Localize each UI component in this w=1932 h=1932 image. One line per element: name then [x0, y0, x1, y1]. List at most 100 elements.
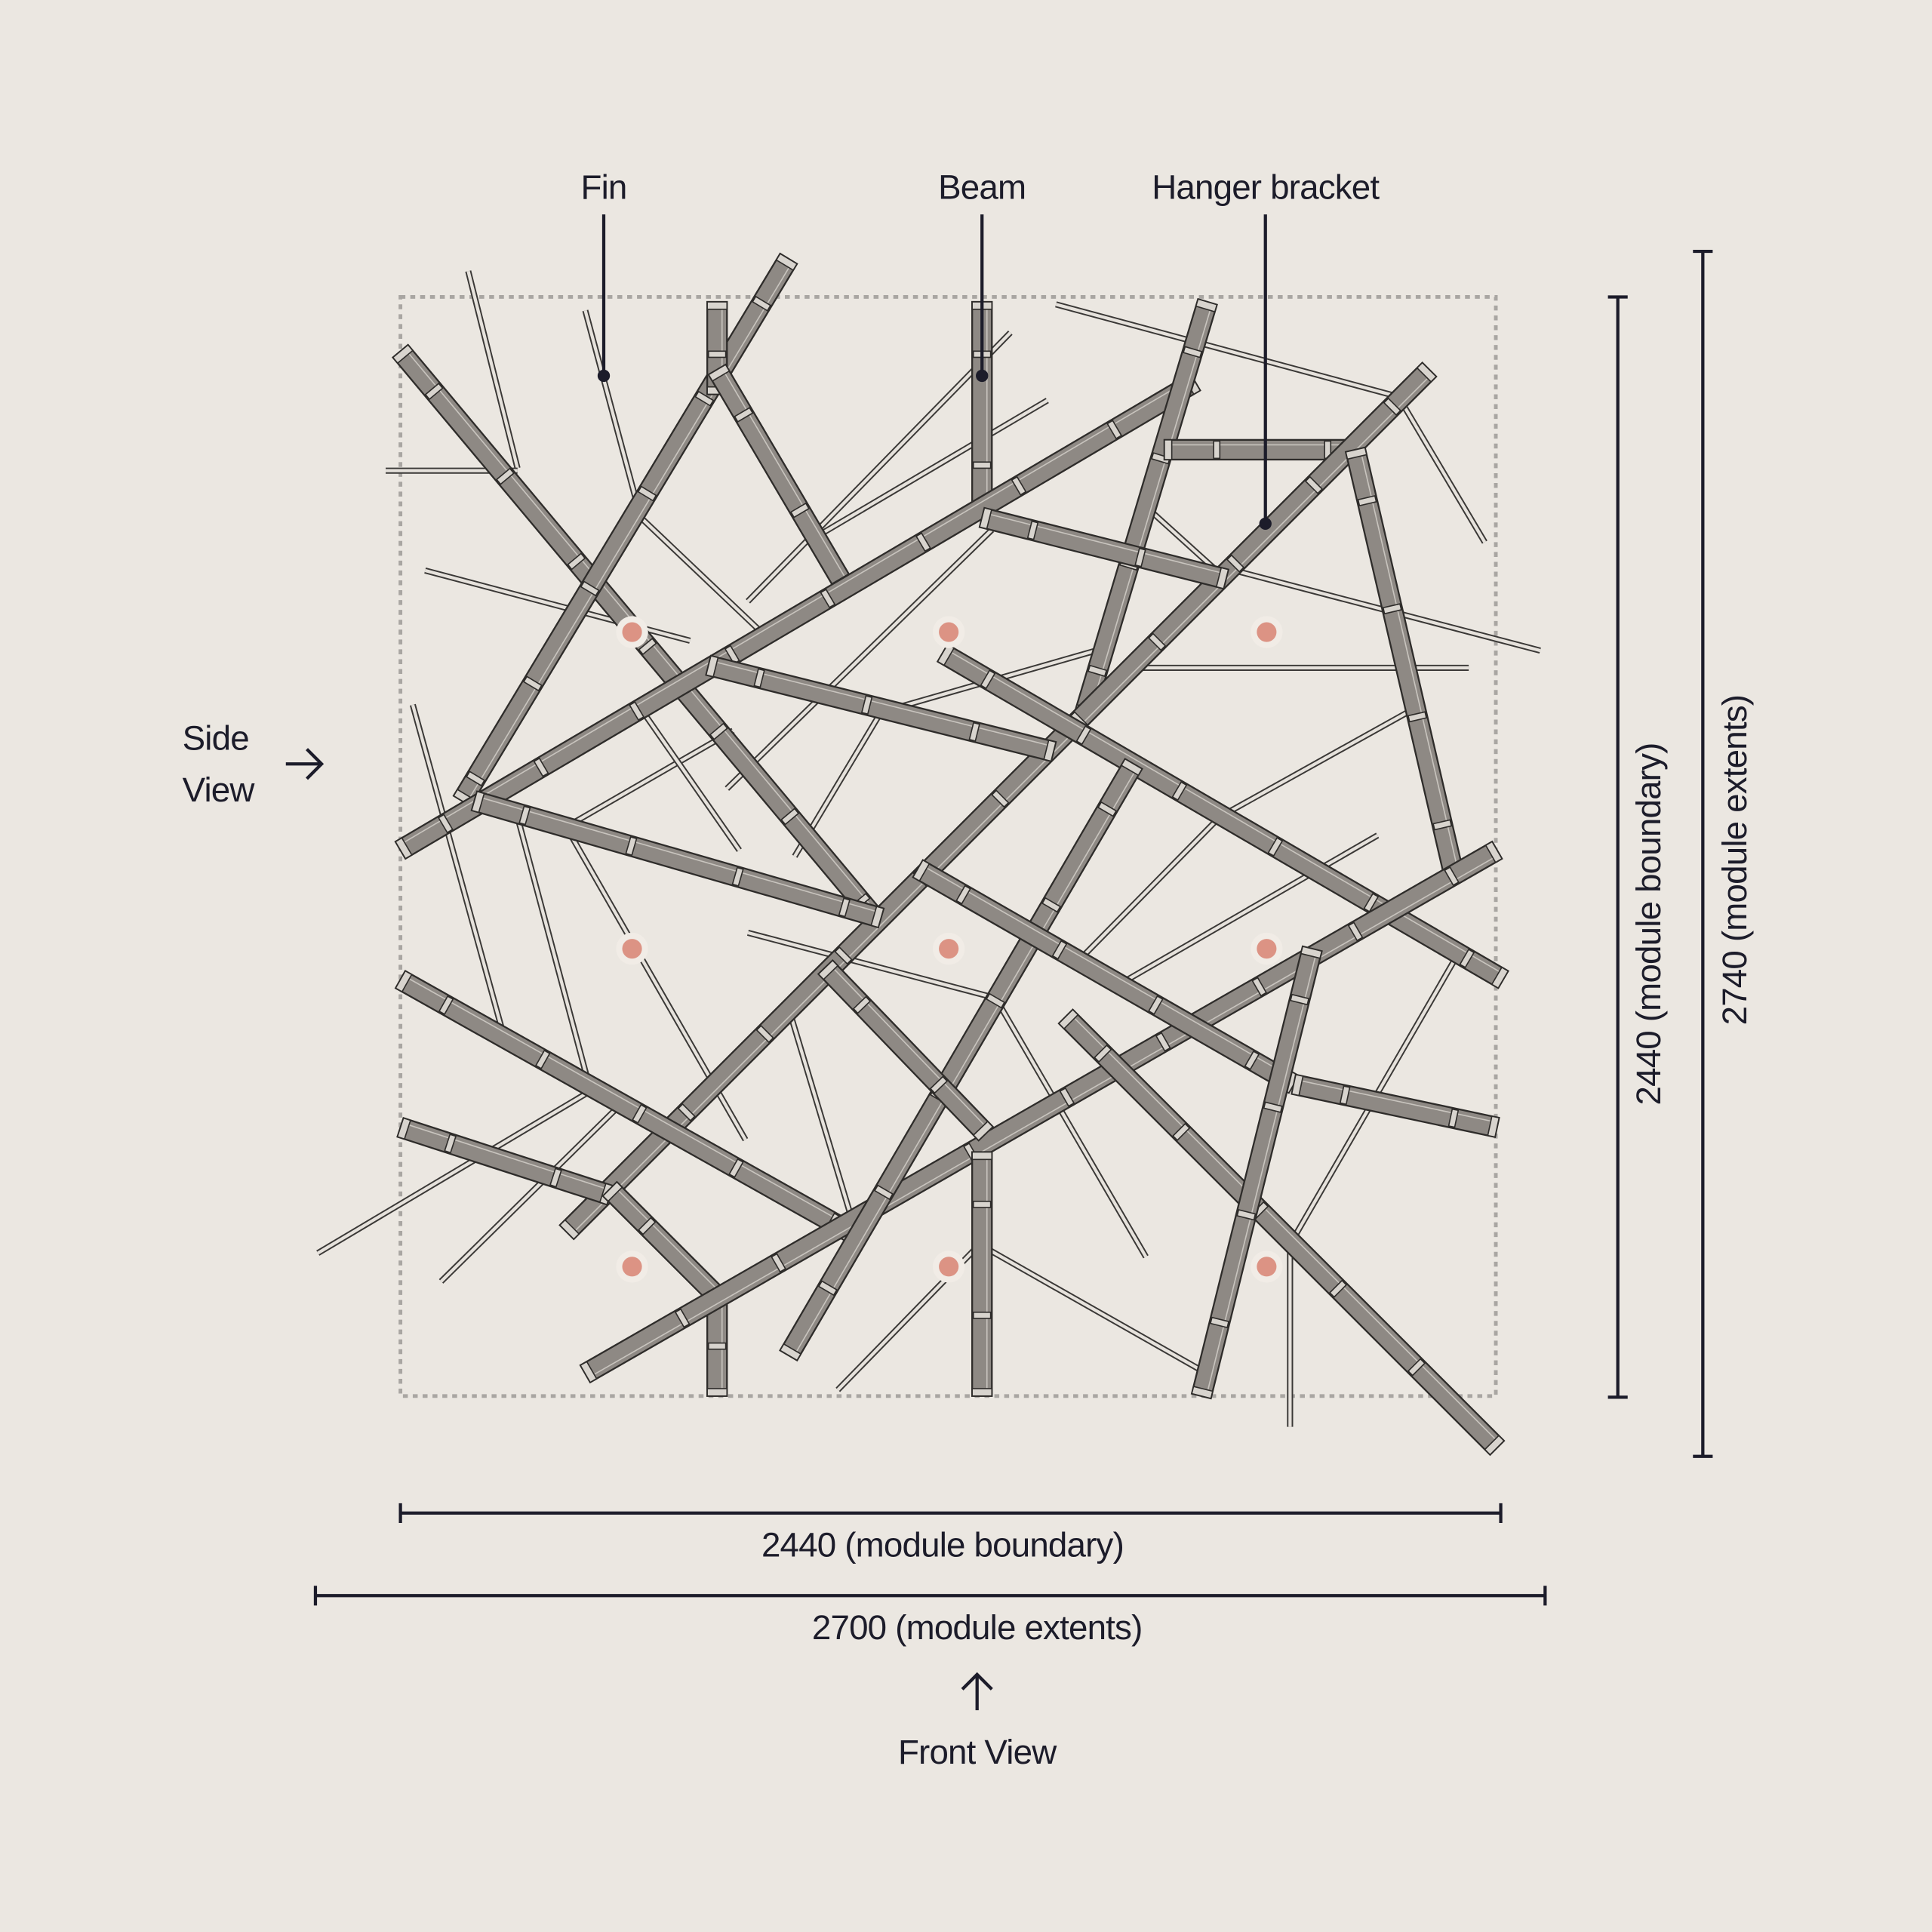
- beam-joint: [1383, 397, 1401, 416]
- beam-joint: [852, 995, 872, 1014]
- beam-joint: [1172, 1122, 1191, 1142]
- front-view-arrow: [961, 1672, 993, 1711]
- beam-end: [1484, 1435, 1506, 1456]
- beam-end: [1164, 439, 1173, 460]
- beam-joint: [860, 695, 873, 715]
- hanger-bracket: [939, 1257, 959, 1277]
- beam-edge: [1294, 1078, 1499, 1124]
- beam-joint: [838, 897, 851, 918]
- beam-joint: [444, 1134, 457, 1154]
- beam-end: [396, 1117, 411, 1140]
- beam-joint: [466, 771, 486, 787]
- beam-joint: [968, 721, 980, 742]
- dimension-label: 2740 (module extents): [1715, 695, 1754, 1026]
- dimension-line: [1693, 249, 1713, 1458]
- beam-joint: [567, 552, 586, 571]
- beam-joint: [694, 390, 715, 407]
- fin: [639, 707, 741, 851]
- fin: [563, 729, 734, 829]
- beam: [706, 300, 728, 395]
- beam-joint: [1148, 995, 1164, 1015]
- beam-end: [912, 859, 931, 882]
- beam-joint: [1459, 948, 1475, 969]
- beam-end: [1484, 841, 1503, 863]
- beam-joint: [674, 1308, 691, 1328]
- fin: [439, 1107, 617, 1283]
- callout-dot: [1259, 517, 1272, 531]
- beam-body: [971, 1151, 993, 1397]
- beam-joint: [728, 1158, 744, 1178]
- hanger-bracket: [939, 939, 959, 959]
- beam-joint: [771, 1253, 786, 1273]
- beam-joint: [629, 701, 645, 721]
- hanger-brackets: [616, 616, 1283, 1283]
- beam-joint: [1347, 921, 1364, 942]
- beam: [1057, 1008, 1506, 1457]
- beam-joint: [1094, 1044, 1112, 1063]
- fin: [1079, 815, 1221, 960]
- beam-joint: [972, 1201, 992, 1208]
- beam-joint: [1328, 1279, 1348, 1298]
- beam-end: [775, 252, 798, 272]
- fin: [466, 270, 519, 469]
- beam-joint: [437, 814, 454, 834]
- fin: [994, 997, 1148, 1258]
- beam-joint: [625, 835, 638, 857]
- beam-joint: [915, 532, 931, 552]
- beam-end: [971, 1388, 993, 1397]
- beam-end: [972, 1120, 994, 1142]
- beam-joint: [518, 805, 531, 826]
- beam-joint: [1444, 866, 1460, 887]
- beam-end: [601, 1181, 623, 1202]
- hanger-bracket: [622, 622, 642, 642]
- beam-joint: [1097, 801, 1118, 817]
- beam-joint: [1363, 892, 1380, 913]
- beam-joint: [1059, 1087, 1075, 1107]
- beam-joint: [709, 722, 728, 740]
- beam-joint: [1226, 554, 1245, 573]
- beam-end: [817, 959, 839, 980]
- beam: [1291, 1073, 1500, 1139]
- beam-joint: [1087, 664, 1108, 678]
- beam-end: [579, 1361, 598, 1383]
- fin: [978, 1243, 1209, 1376]
- beam-joint: [755, 1024, 774, 1044]
- beam-end: [1057, 1008, 1079, 1030]
- beam-end: [1291, 1073, 1304, 1097]
- callout-label: Fin: [580, 168, 626, 207]
- beam-joint: [1155, 1032, 1171, 1052]
- fin: [1397, 395, 1487, 543]
- beam-joint: [580, 580, 600, 597]
- beam: [936, 643, 1509, 989]
- beam: [705, 654, 1057, 762]
- hanger-bracket: [1257, 1257, 1277, 1277]
- beam-joint: [1026, 520, 1039, 540]
- dimension-line: [313, 1586, 1547, 1606]
- hanger-bracket: [622, 1257, 642, 1277]
- beam-end: [1345, 446, 1367, 460]
- side-view-label: View: [183, 771, 256, 809]
- beam-joint: [1407, 1358, 1426, 1377]
- beam-end: [395, 970, 413, 993]
- beam-joint: [495, 467, 515, 485]
- beam-edge: [709, 660, 1055, 748]
- fin: [317, 1089, 592, 1255]
- beam: [394, 372, 1201, 860]
- beam-joint: [1304, 475, 1324, 494]
- hanger-bracket: [1257, 939, 1277, 959]
- beam-joint: [980, 669, 996, 690]
- fin: [515, 816, 593, 1095]
- beam-joint: [1267, 837, 1284, 857]
- beam-joint: [1244, 1050, 1260, 1070]
- beam-joint: [1251, 977, 1268, 997]
- beam-joint: [985, 992, 1006, 1009]
- dimensions: 2440 (module boundary) 2700 (module exte…: [313, 249, 1754, 1647]
- beam-joint: [789, 502, 810, 518]
- beam-end: [394, 837, 413, 860]
- fin: [1219, 706, 1416, 819]
- beam-end: [779, 1343, 802, 1361]
- beam-end: [1120, 758, 1143, 777]
- beam-joint: [1213, 440, 1221, 460]
- beam-joint: [534, 1049, 551, 1069]
